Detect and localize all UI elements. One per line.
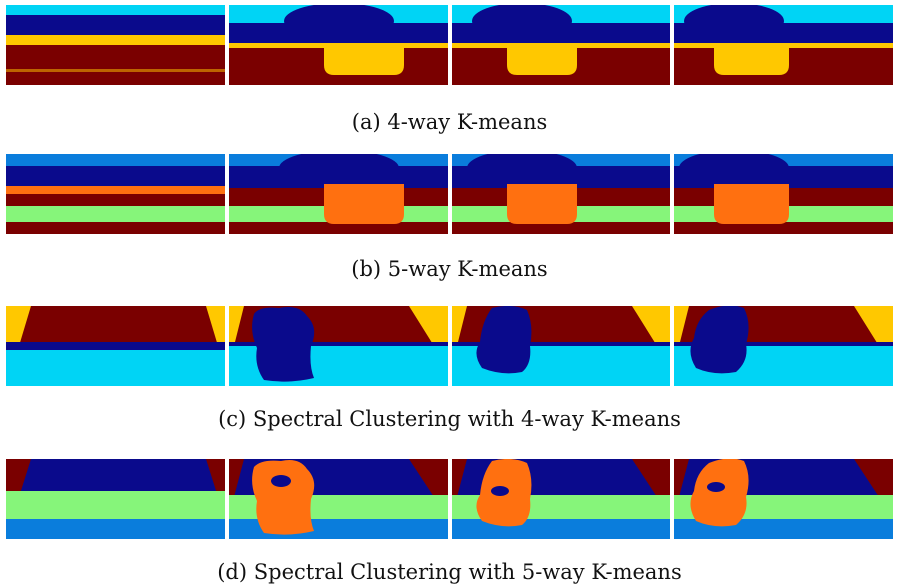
figure-c-panel-1 xyxy=(6,306,225,386)
figure-a-panel-2 xyxy=(228,5,448,85)
figure-b-panel-3 xyxy=(451,154,671,234)
figure-b-row xyxy=(6,154,893,234)
figure-d-caption: (d) Spectral Clustering with 5-way K-mea… xyxy=(217,560,682,584)
figure-c-panel-3 xyxy=(451,306,671,386)
figure-d-panel-3 xyxy=(451,459,671,539)
figure-d-row xyxy=(6,459,893,539)
figure-a-row xyxy=(6,5,893,85)
figure-c-row xyxy=(6,306,893,386)
figure-c-panel-4 xyxy=(674,306,893,386)
figure-b-panel-1 xyxy=(6,154,225,234)
figure-c-caption: (c) Spectral Clustering with 4-way K-mea… xyxy=(218,407,681,431)
figure-a-panel-3 xyxy=(451,5,671,85)
figure-a-panel-4 xyxy=(674,5,893,85)
figure-d-panel-1 xyxy=(6,459,225,539)
figure-a-panel-1 xyxy=(6,5,225,85)
figure-b-panel-4 xyxy=(674,154,893,234)
figure-b-caption: (b) 5-way K-means xyxy=(351,257,548,281)
figure-b-panel-2 xyxy=(228,154,448,234)
figure-d-panel-4 xyxy=(674,459,893,539)
figure-c-panel-2 xyxy=(228,306,448,386)
figure-a-caption: (a) 4-way K-means xyxy=(351,110,548,134)
figure-d-panel-2 xyxy=(228,459,448,539)
